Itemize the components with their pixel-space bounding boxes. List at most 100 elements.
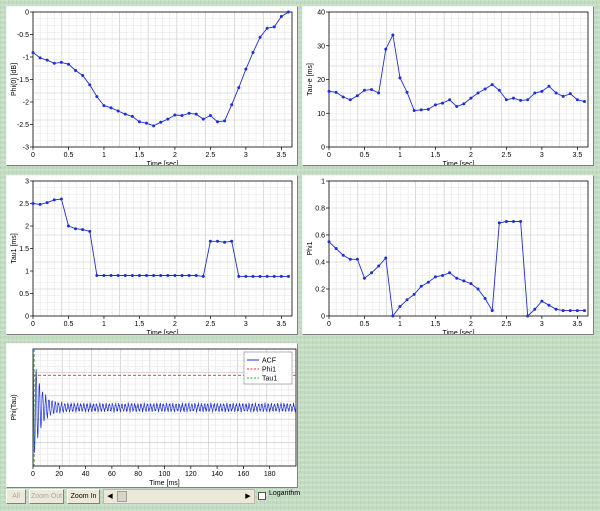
data-point [145,274,149,277]
x-tick-label: 2 [173,152,177,159]
data-point [95,95,99,99]
gridlines [33,181,292,316]
scrollbar-thumb[interactable] [117,491,127,502]
data-point [109,274,113,277]
y-axis-label: Phi(Tau) [11,394,18,420]
data-point [230,239,234,243]
data-point [554,307,558,311]
data-point [102,274,106,277]
x-tick-label: 3.5 [572,152,582,159]
zoom-out-button[interactable]: Zoom Out [29,489,64,504]
data-point [554,91,558,95]
data-point [123,274,127,277]
data-point [251,274,255,278]
y-tick-label: 0.2 [315,287,325,294]
x-tick-label: 140 [211,471,223,478]
x-tick-label: 80 [134,471,142,478]
y-tick-label: -1.5 [17,77,29,84]
data-point [137,120,141,124]
data-point [540,89,544,93]
data-point [575,309,579,313]
y-tick-label: -3 [23,145,29,152]
data-point [348,98,352,102]
x-axis-label: Time [sec] [146,330,178,334]
data-point [286,274,290,278]
data-point [74,69,78,72]
data-point [327,89,331,93]
data-point [38,56,42,60]
data-point [334,247,338,250]
x-axis-label: Time [ms] [149,480,180,487]
taue-chart-panel: 0 0.5 1 1.5 2 2.5 3 3.5 0 10 20 30 40 Time [sec] Tau-e… [302,6,594,168]
horizontal-scrollbar[interactable]: ◀ ▶ [103,489,255,504]
x-tick-label: 2.5 [502,321,512,328]
data-point [159,274,163,277]
data-point [173,113,177,117]
data-point [265,274,269,278]
y-tick-label: 0 [321,314,325,321]
data-point [334,90,338,94]
data-point [286,10,290,14]
acf-toolbar: All Zoom Out Zoom In ◀ ▶ Logarithm [6,489,300,505]
plot-frame [328,180,589,317]
data-point [476,91,480,95]
y-tick-label: 0.6 [315,233,325,240]
x-tick-label: 1.5 [135,321,145,328]
y-tick-label: -1 [23,55,29,62]
data-point [426,107,430,111]
data-point [433,275,437,279]
legend-box [243,351,293,385]
data-point [568,309,572,313]
tau1-chart-panel: 0 0.5 1 1.5 2 2.5 3 3.5 0 0.5 1 1.5 2 2.5 3 Time [sec] T… [6,175,298,337]
data-point [412,109,416,113]
data-point [31,51,35,54]
x-tick-label: 1 [398,321,402,328]
x-tick-label: 1.5 [431,152,441,159]
acf-chart-panel: 0 20 40 60 80 100 120 140 160 180 Time [ms] Phi(Tau… [6,343,298,488]
data-point [215,120,219,124]
x-tick-label: 2.5 [206,152,216,159]
data-point [123,112,127,116]
all-button[interactable]: All [6,489,26,504]
y-axis-label: Phi(0) [dB] [11,63,18,96]
scroll-right-icon[interactable]: ▶ [242,490,254,503]
y-tick-label: 1.5 [19,246,29,253]
x-tick-label: 0.5 [64,321,74,328]
data-point [208,114,212,117]
data-point [547,84,551,88]
data-point [102,104,106,108]
data-point [45,58,49,62]
y-tick-label: 1 [321,179,325,186]
data-point [88,83,92,87]
data-point [462,279,466,283]
data-point [405,298,409,302]
zoom-in-button[interactable]: Zoom In [67,489,100,504]
logarithm-checkbox[interactable] [258,492,266,500]
y-tick-label: 2 [25,224,29,231]
data-point [244,274,248,278]
x-tick-label: 60 [108,471,116,478]
data-point [265,26,269,30]
x-tick-label: 2.5 [502,152,512,159]
data-point [130,114,134,118]
x-tick-label: 1 [102,321,106,328]
data-point [116,274,120,277]
data-point [66,62,70,66]
gridlines [329,181,588,316]
y-tick-label: 3 [25,179,29,186]
x-axis-label: Time [sec] [442,161,474,165]
data-point [152,274,156,277]
data-point [223,240,227,244]
legend-label: Phi1 [262,367,276,374]
data-point [279,274,283,278]
data-point [341,95,345,99]
x-tick-label: 160 [238,471,250,478]
data-point [272,25,276,29]
data-point [490,309,494,313]
data-point [483,87,487,91]
scroll-left-icon[interactable]: ◀ [104,490,116,503]
y-tick-label: -2.5 [17,122,29,129]
x-axis-label: Time [sec] [146,161,178,165]
data-point [194,274,198,277]
data-point [377,264,381,268]
